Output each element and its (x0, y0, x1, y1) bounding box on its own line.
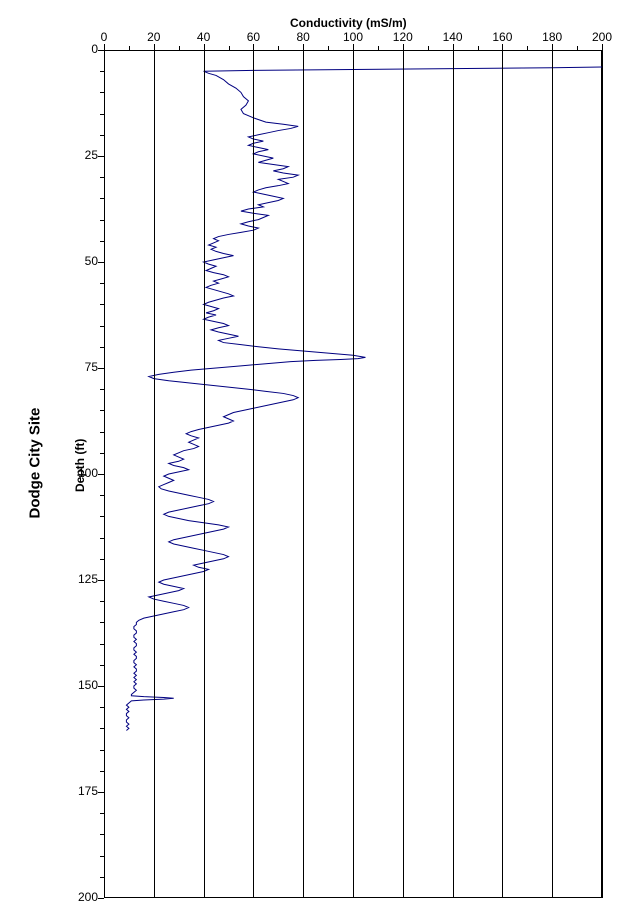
x-tick-label: 140 (441, 30, 465, 44)
y-minor-tick (100, 538, 104, 539)
y-minor-tick (100, 644, 104, 645)
y-minor-tick (100, 283, 104, 284)
x-minor-tick (428, 46, 429, 50)
y-major-tick (98, 898, 104, 899)
x-major-tick (502, 44, 503, 50)
y-tick-label: 125 (70, 572, 98, 586)
x-tick-label: 20 (142, 30, 166, 44)
y-minor-tick (100, 771, 104, 772)
y-minor-tick (100, 453, 104, 454)
grid-line-x (353, 50, 354, 898)
x-major-tick (453, 44, 454, 50)
grid-line-x (602, 50, 603, 898)
grid-line-x (403, 50, 404, 898)
y-tick-label: 50 (70, 254, 98, 268)
conductivity-trace (126, 67, 602, 731)
y-tick-label: 200 (70, 890, 98, 904)
y-minor-tick (100, 304, 104, 305)
y-minor-tick (100, 750, 104, 751)
y-minor-tick (100, 71, 104, 72)
x-major-tick (602, 44, 603, 50)
x-tick-label: 160 (490, 30, 514, 44)
x-minor-tick (229, 46, 230, 50)
y-minor-tick (100, 559, 104, 560)
grid-line-x (204, 50, 205, 898)
x-tick-label: 120 (391, 30, 415, 44)
y-minor-tick (100, 622, 104, 623)
grid-line-x (552, 50, 553, 898)
grid-line-x (453, 50, 454, 898)
x-minor-tick (278, 46, 279, 50)
y-major-tick (98, 368, 104, 369)
x-major-tick (154, 44, 155, 50)
y-tick-label: 25 (70, 148, 98, 162)
y-minor-tick (100, 834, 104, 835)
grid-line-x (253, 50, 254, 898)
x-tick-label: 200 (590, 30, 614, 44)
y-minor-tick (100, 877, 104, 878)
y-tick-label: 75 (70, 360, 98, 374)
x-major-tick (253, 44, 254, 50)
y-minor-tick (100, 114, 104, 115)
x-major-tick (303, 44, 304, 50)
y-minor-tick (100, 601, 104, 602)
y-minor-tick (100, 135, 104, 136)
y-tick-label: 0 (70, 42, 98, 56)
x-minor-tick (179, 46, 180, 50)
y-tick-label: 150 (70, 678, 98, 692)
x-minor-tick (129, 46, 130, 50)
x-minor-tick (577, 46, 578, 50)
x-tick-label: 80 (291, 30, 315, 44)
y-minor-tick (100, 326, 104, 327)
y-tick-label: 100 (70, 466, 98, 480)
y-minor-tick (100, 856, 104, 857)
y-major-tick (98, 580, 104, 581)
grid-line-x (502, 50, 503, 898)
y-axis-label: Depth (ft) (73, 422, 87, 492)
y-minor-tick (100, 241, 104, 242)
y-minor-tick (100, 665, 104, 666)
y-minor-tick (100, 495, 104, 496)
x-minor-tick (378, 46, 379, 50)
x-minor-tick (527, 46, 528, 50)
y-minor-tick (100, 410, 104, 411)
x-axis-label: Conductivity (mS/m) (290, 16, 407, 30)
grid-line-x (104, 50, 105, 898)
x-major-tick (552, 44, 553, 50)
y-minor-tick (100, 92, 104, 93)
y-minor-tick (100, 198, 104, 199)
x-tick-label: 60 (241, 30, 265, 44)
grid-line-x (154, 50, 155, 898)
y-major-tick (98, 474, 104, 475)
x-tick-label: 100 (341, 30, 365, 44)
y-minor-tick (100, 220, 104, 221)
y-minor-tick (100, 347, 104, 348)
y-minor-tick (100, 707, 104, 708)
y-minor-tick (100, 432, 104, 433)
y-major-tick (98, 792, 104, 793)
y-minor-tick (100, 389, 104, 390)
x-major-tick (403, 44, 404, 50)
x-major-tick (353, 44, 354, 50)
x-tick-label: 180 (540, 30, 564, 44)
x-tick-label: 40 (192, 30, 216, 44)
x-major-tick (204, 44, 205, 50)
site-title: Dodge City Site (27, 389, 44, 519)
y-major-tick (98, 686, 104, 687)
y-minor-tick (100, 516, 104, 517)
y-major-tick (98, 50, 104, 51)
grid-line-x (303, 50, 304, 898)
y-minor-tick (100, 728, 104, 729)
x-major-tick (104, 44, 105, 50)
y-minor-tick (100, 177, 104, 178)
y-major-tick (98, 262, 104, 263)
y-major-tick (98, 156, 104, 157)
y-tick-label: 175 (70, 784, 98, 798)
y-minor-tick (100, 813, 104, 814)
x-minor-tick (328, 46, 329, 50)
x-minor-tick (478, 46, 479, 50)
